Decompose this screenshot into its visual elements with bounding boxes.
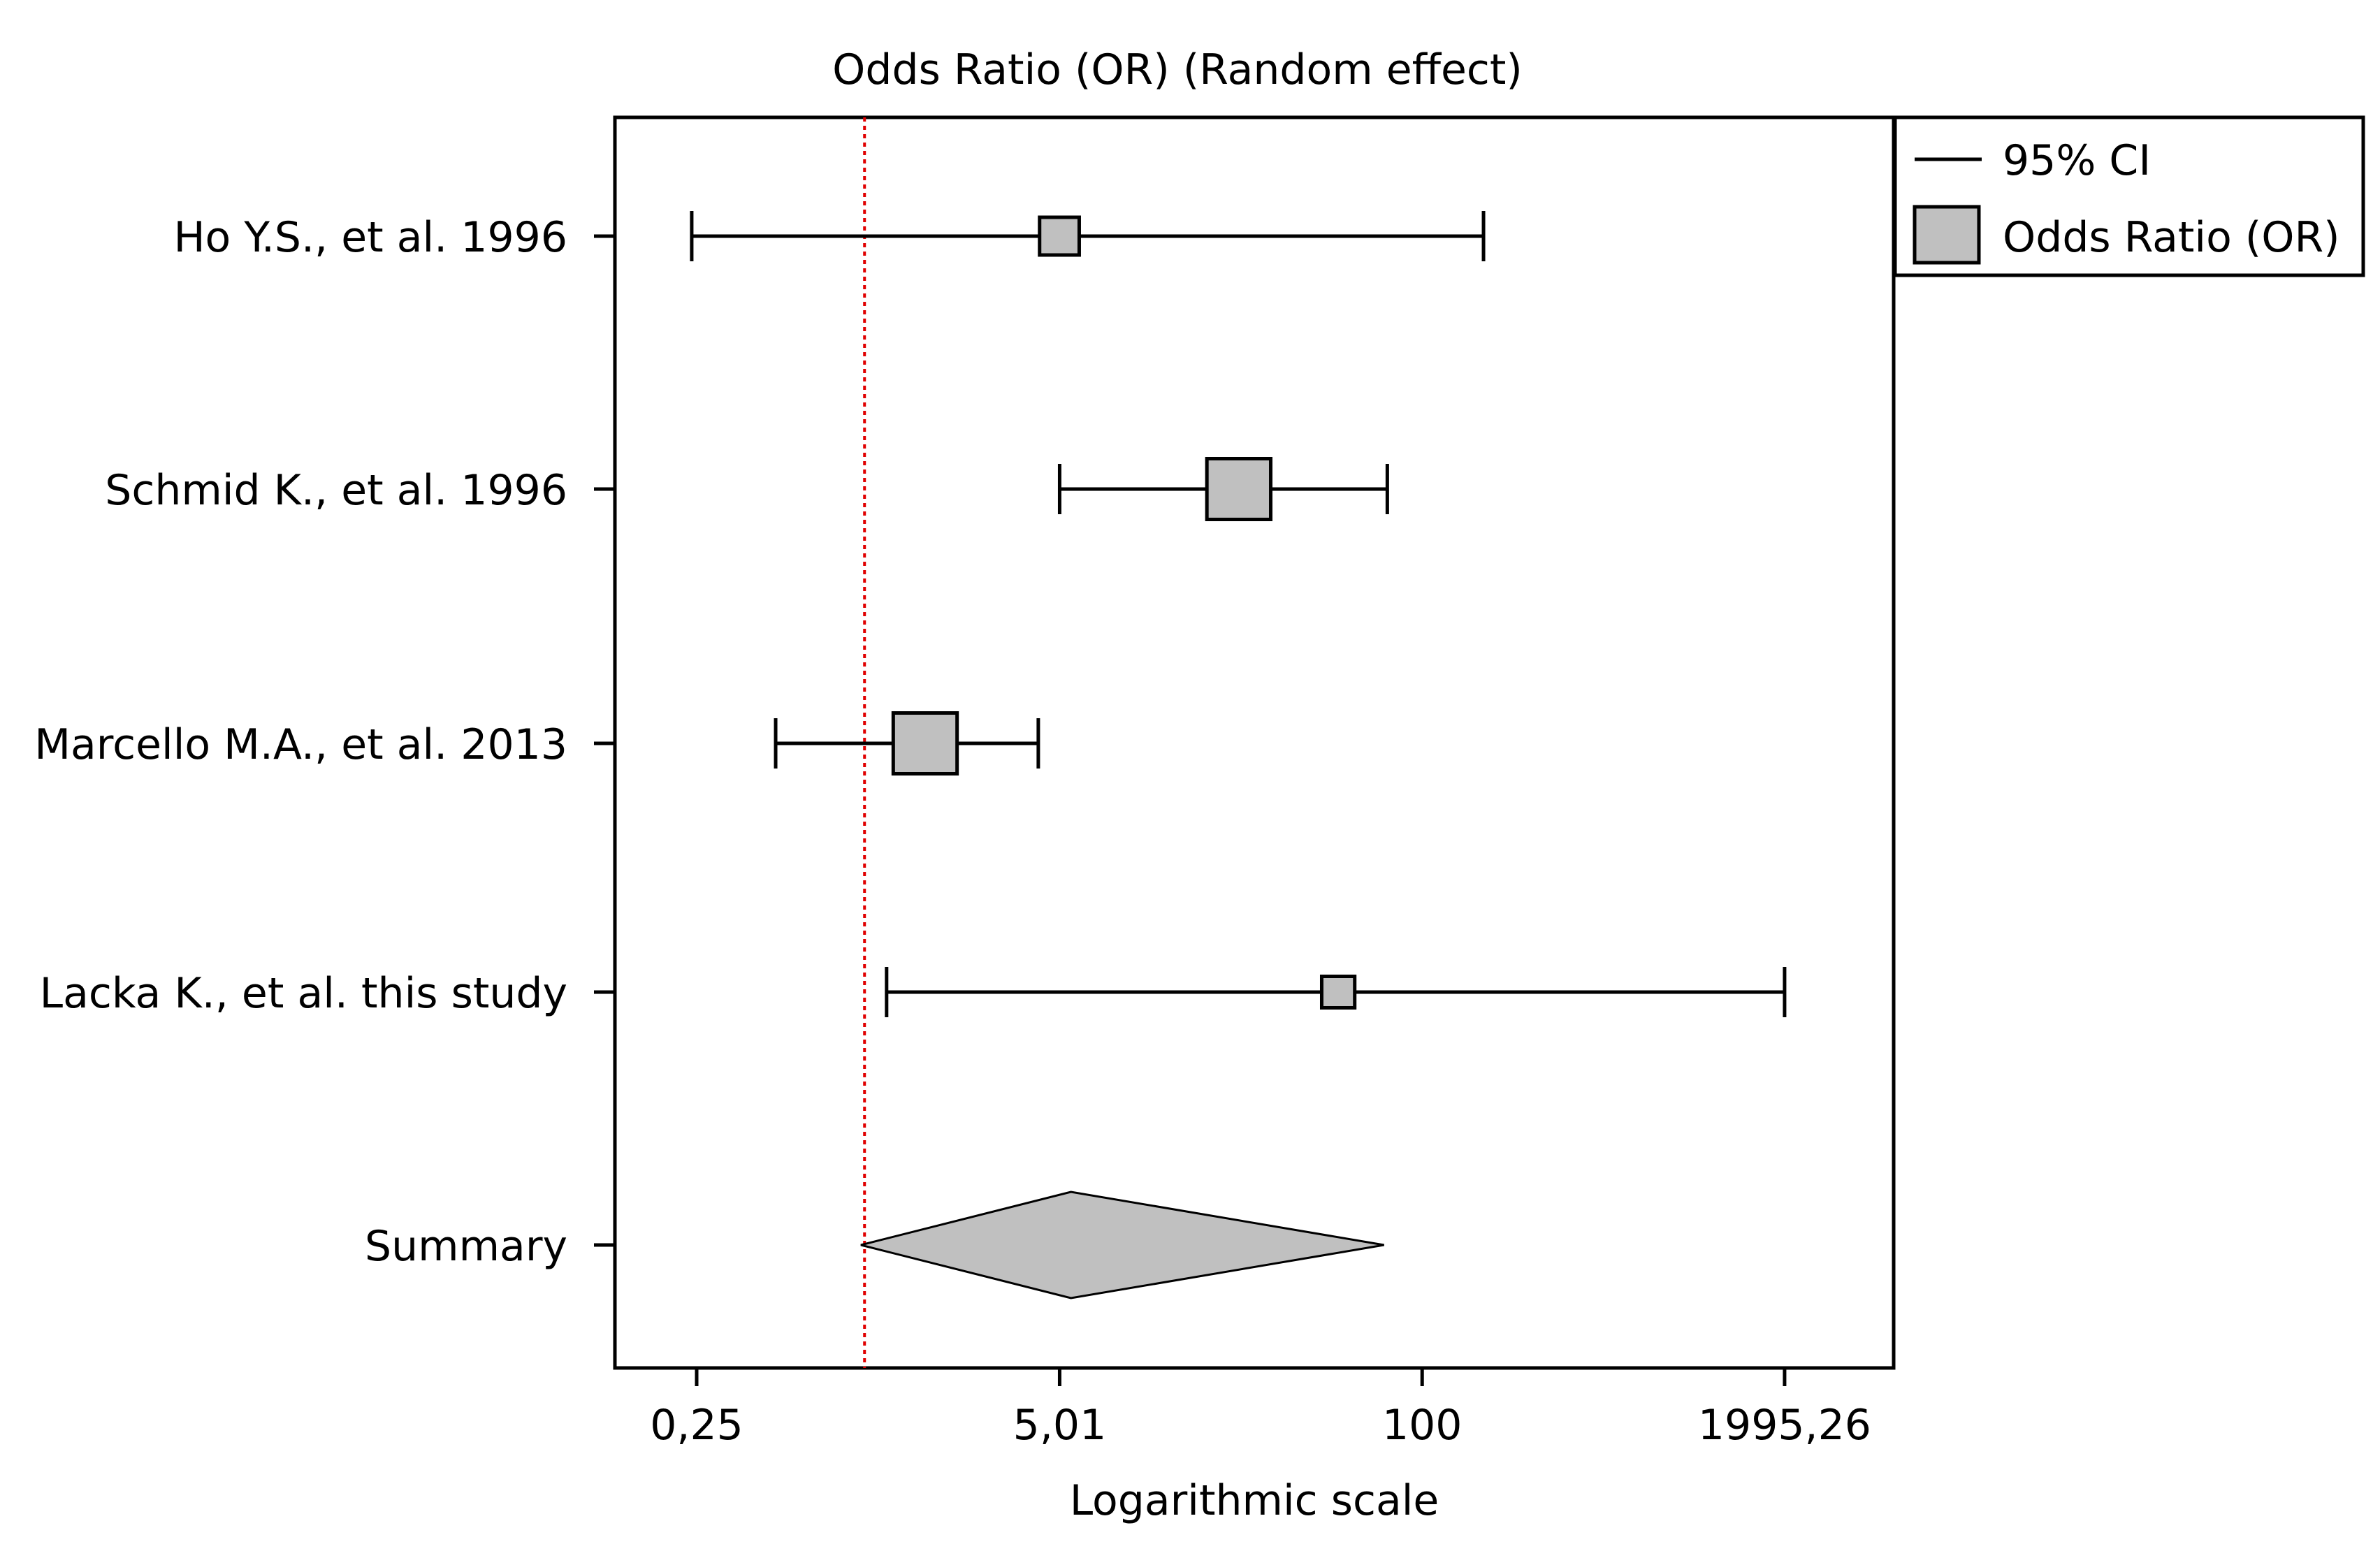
- study-row: Lacka K., et al. this study: [40, 967, 1787, 1018]
- x-tick-label: 0,25: [650, 1401, 743, 1450]
- x-tick-label: 100: [1382, 1401, 1463, 1450]
- study-label: Marcello M.A., et al. 2013: [34, 720, 567, 769]
- study-label: Schmid K., et al. 1996: [105, 466, 567, 515]
- odds-ratio-box: [1038, 215, 1081, 257]
- legend-ci-label: 95% CI: [2003, 136, 2151, 185]
- summary-diamond: [860, 1190, 1384, 1299]
- x-axis-title: Logarithmic scale: [1070, 1476, 1439, 1525]
- odds-ratio-box: [1319, 975, 1357, 1010]
- study-row: Marcello M.A., et al. 2013: [34, 711, 1040, 776]
- legend-or-label: Odds Ratio (OR): [2003, 213, 2340, 262]
- legend-or-box-icon: [1913, 205, 1981, 265]
- summary-label: Summary: [365, 1222, 567, 1271]
- x-tick-label: 5,01: [1013, 1401, 1107, 1450]
- chart-title: Odds Ratio (OR) (Random effect): [832, 45, 1523, 94]
- study-row: Schmid K., et al. 1996: [105, 457, 1389, 521]
- x-tick-label: 1995,26: [1698, 1401, 1871, 1450]
- odds-ratio-box: [1205, 457, 1273, 521]
- odds-ratio-box: [891, 711, 959, 776]
- study-row: Ho Y.S., et al. 1996: [173, 211, 1486, 262]
- study-label: Ho Y.S., et al. 1996: [173, 213, 567, 262]
- legend: 95% CI Odds Ratio (OR): [1893, 115, 2365, 277]
- summary-row: Summary: [365, 1190, 1384, 1299]
- study-label: Lacka K., et al. this study: [40, 969, 567, 1018]
